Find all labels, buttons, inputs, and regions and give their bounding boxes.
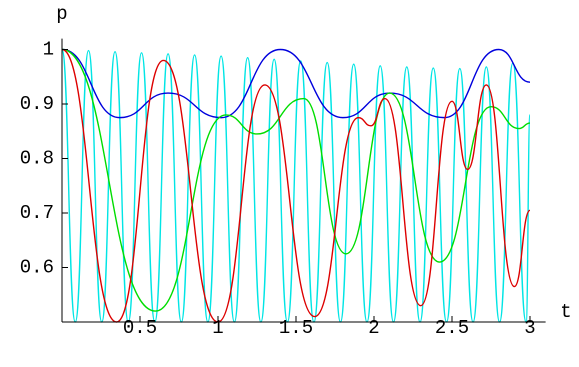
line-series <box>62 48 531 323</box>
plot-area <box>62 48 531 323</box>
line-series <box>62 48 531 312</box>
x-tick-label: 1.5 <box>279 317 313 339</box>
x-axis-label: t <box>560 301 571 323</box>
y-tick-label: 1 <box>43 39 54 61</box>
x-tick-label: 0.5 <box>123 317 157 339</box>
y-axis-label: p <box>56 3 67 25</box>
x-tick-label: 2 <box>368 317 379 339</box>
x-tick-label: 2.5 <box>435 317 469 339</box>
line-series <box>62 48 531 323</box>
y-tick-label: 0.9 <box>20 93 54 115</box>
x-tick-label: 1 <box>212 317 223 339</box>
x-tick-label: 3 <box>524 317 535 339</box>
y-tick-label: 0.7 <box>20 202 54 224</box>
y-tick-label: 0.8 <box>20 148 54 170</box>
y-tick-label: 0.6 <box>20 257 54 279</box>
line-series <box>62 48 531 119</box>
